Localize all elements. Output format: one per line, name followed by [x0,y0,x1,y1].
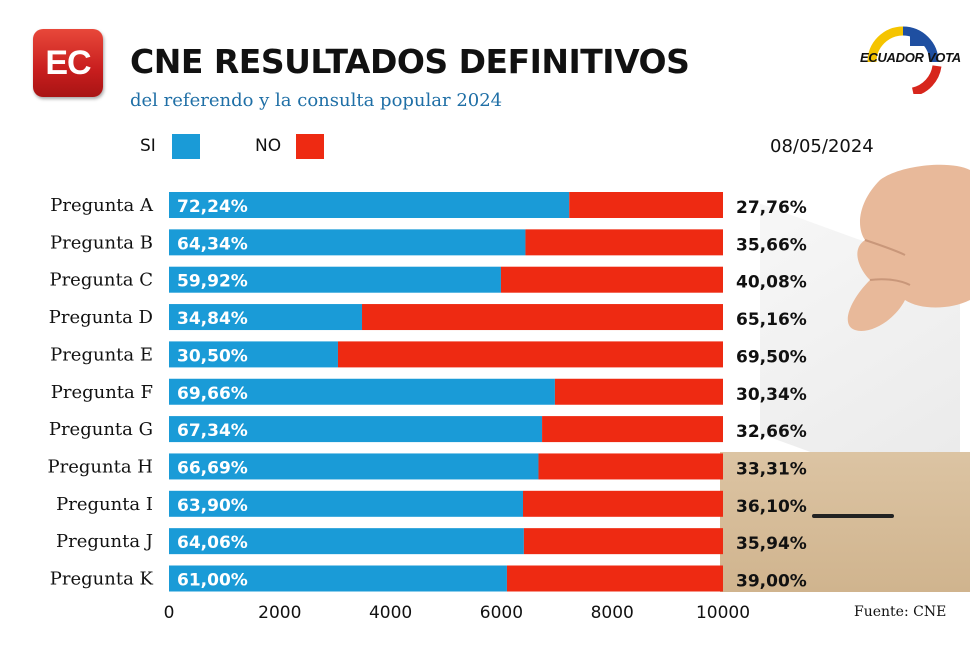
data-label-si-7: 66,69% [177,458,248,478]
source-note: Fuente: CNE [854,604,947,620]
bar-no-5 [554,378,723,405]
data-label-no-8: 36,10% [736,497,807,517]
category-label-6: Pregunta G [49,419,153,440]
legend-no-swatch [296,134,324,159]
x-tick-label-2: 4000 [369,603,412,623]
category-label-2: Pregunta C [49,270,153,291]
bar-si-9 [169,528,524,555]
bar-si-6 [169,416,543,443]
data-label-si-0: 72,24% [177,197,248,217]
bar-no-1 [525,229,723,256]
legend: SI NO [140,134,360,160]
data-label-si-1: 64,34% [177,234,248,254]
data-label-no-10: 39,00% [736,572,807,592]
category-label-7: Pregunta H [48,456,153,477]
chart-subtitle: del referendo y la consulta popular 2024 [130,90,503,111]
category-label-8: Pregunta I [56,494,153,515]
date-label: 08/05/2024 [770,136,874,157]
bar-si-8 [169,490,524,517]
bar-si-4 [169,341,338,368]
bar-no-4 [337,341,723,368]
data-label-no-5: 30,34% [736,385,807,405]
ec-logo: EC [33,29,103,97]
x-tick-label-5: 10000 [696,603,750,623]
data-label-si-2: 59,92% [177,272,248,292]
ballot-box-slot [812,514,894,518]
x-tick-label-1: 2000 [258,603,301,623]
data-label-no-4: 69,50% [736,347,807,367]
bar-no-8 [523,490,723,517]
bar-no-7 [538,453,723,480]
bar-si-5 [169,378,555,405]
category-label-0: Pregunta A [50,195,154,216]
data-label-si-10: 61,00% [177,571,248,591]
x-tick-label-3: 6000 [480,603,523,623]
data-label-si-3: 34,84% [177,309,248,329]
category-label-1: Pregunta B [50,232,153,253]
data-label-no-6: 32,66% [736,422,807,442]
legend-si-label: SI [140,136,156,156]
data-label-no-0: 27,76% [736,198,807,218]
chart-title: CNE RESULTADOS DEFINITIVOS [130,42,690,81]
x-tick-label-4: 8000 [591,603,634,623]
hand-image [847,164,970,331]
data-label-no-2: 40,08% [736,273,807,293]
bar-no-6 [542,416,723,443]
bar-no-0 [569,192,723,218]
data-label-si-6: 67,34% [177,421,248,441]
bar-si-1 [169,229,526,256]
bar-si-3 [169,304,363,331]
data-label-si-5: 69,66% [177,384,248,404]
bar-no-3 [362,304,723,331]
bar-si-7 [169,453,539,480]
bar-si-2 [169,266,501,293]
legend-no-label: NO [255,136,282,156]
bar-si-0 [169,192,570,218]
category-label-10: Pregunta K [50,569,154,590]
category-label-9: Pregunta J [56,531,153,552]
bar-no-2 [500,266,723,293]
brand-text: ECUADOR VOTA [860,50,961,65]
data-label-no-3: 65,16% [736,310,807,330]
data-label-si-8: 63,90% [177,496,248,516]
data-label-si-9: 64,06% [177,533,248,553]
data-label-si-4: 30,50% [177,346,248,366]
legend-si-swatch [172,134,200,159]
bar-si-10 [169,565,507,592]
category-label-3: Pregunta D [49,307,153,328]
ecuador-vota-logo [867,26,942,94]
x-tick-label-0: 0 [164,603,175,623]
bar-no-10 [506,565,723,592]
bar-no-9 [523,528,723,555]
data-label-no-7: 33,31% [736,459,807,479]
data-label-no-1: 35,66% [736,235,807,255]
category-label-4: Pregunta E [50,344,153,365]
category-label-5: Pregunta F [51,382,153,403]
data-label-no-9: 35,94% [736,534,807,554]
ballot-box-image [720,452,970,592]
